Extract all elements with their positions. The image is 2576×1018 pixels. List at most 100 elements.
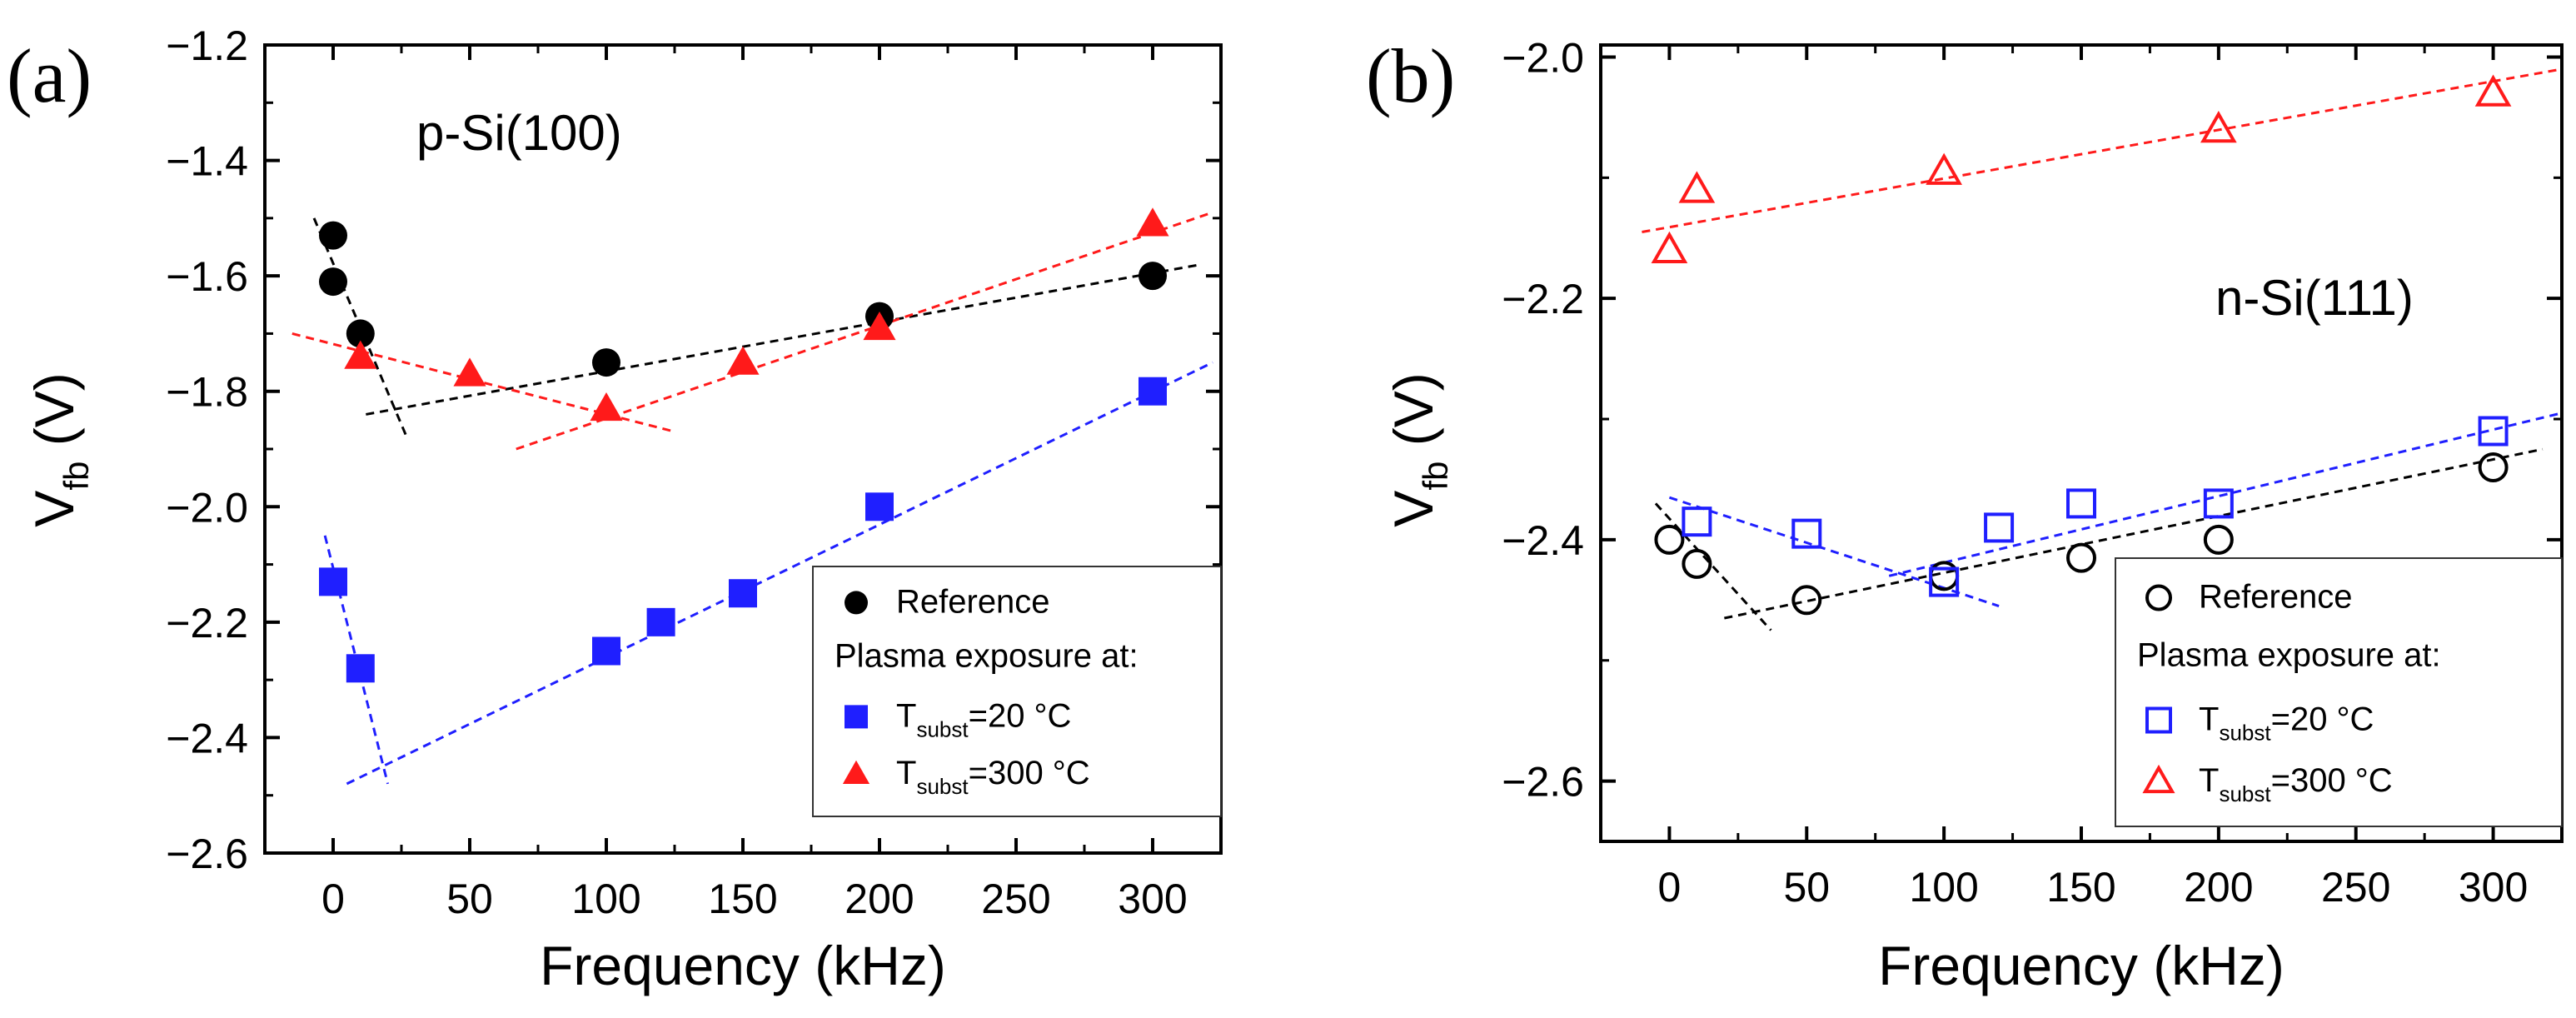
data-point-triangle [453, 357, 486, 387]
legend-marker-t20 [2145, 706, 2172, 734]
data-point-circle [2478, 452, 2509, 482]
y-axis-label-unit: (V) [23, 372, 85, 461]
legend-label-t20: Tsubst=20 °C [896, 697, 1071, 741]
panel-b: 0 50 100 150 200 250 300 −2.6 −2.4 −2.2 −2.0 Freque… [1366, 33, 2564, 996]
y-axis-label-sub: fb [1416, 462, 1455, 491]
y-axis-label-sub: fb [57, 462, 96, 491]
x-tick-label: 150 [708, 876, 777, 922]
data-point-circle [346, 319, 375, 348]
legend-label-t20: Tsubst=20 °C [2199, 701, 2374, 746]
y-tick-label: −2.2 [1502, 276, 1584, 322]
fit-line [1642, 67, 2563, 233]
x-tick-label: 300 [2459, 864, 2528, 911]
data-point-square [865, 492, 894, 521]
y-tick-label: −1.8 [166, 369, 248, 416]
y-tick-label: −1.6 [166, 253, 248, 300]
data-point-square [1139, 377, 1167, 406]
legend-t-value: =20 °C [969, 697, 1072, 734]
legend-label-reference: Reference [896, 583, 1050, 620]
data-point-circle [592, 348, 620, 377]
y-tick-label: −2.6 [1502, 759, 1584, 806]
fit-line [1888, 412, 2563, 577]
y-axis-label: Vfb (V) [1383, 372, 1455, 526]
y-tick-label: −1.2 [166, 22, 248, 69]
legend-marker-reference [2145, 584, 2172, 611]
legend-t-prefix: T [2199, 701, 2219, 738]
panel-label: (a) [7, 33, 92, 118]
sample-annotation: p-Si(100) [416, 105, 622, 161]
x-tick-label: 250 [2321, 864, 2390, 911]
x-tick-label: 50 [446, 876, 493, 922]
data-point-triangle [590, 392, 623, 422]
data-point-triangle [1678, 171, 1716, 203]
y-tick-label: −2.4 [1502, 517, 1584, 564]
data-point-triangle [1926, 152, 1962, 185]
x-tick-label: 150 [2046, 864, 2115, 911]
legend-heading: Plasma exposure at: [2137, 637, 2441, 674]
legend-t-sub: subst [916, 774, 969, 799]
x-tick-label: 200 [2184, 864, 2253, 911]
x-tick-label: 0 [1658, 864, 1682, 911]
y-axis-label-main: V [1383, 491, 1444, 527]
data-point-square [1682, 507, 1712, 537]
data-point-square [2066, 488, 2096, 519]
y-axis-label-unit: (V) [1383, 372, 1444, 461]
legend-t-sub: subst [916, 716, 969, 741]
data-point-square [2203, 488, 2234, 519]
legend-box [812, 566, 1222, 817]
fit-line [1654, 502, 1772, 631]
y-axis-label: Vfb (V) [23, 372, 96, 526]
legend-box [2115, 557, 2563, 827]
data-point-triangle [726, 346, 760, 375]
data-point-square [2478, 416, 2509, 447]
x-tick-label: 100 [1909, 864, 1978, 911]
data-point-square [346, 654, 375, 683]
data-point-square [1984, 512, 2015, 543]
data-point-circle [2203, 524, 2234, 555]
data-point-square [592, 636, 620, 666]
data-point-circle [319, 267, 347, 297]
y-tick-label: −2.0 [1502, 34, 1584, 81]
legend-t-prefix: T [896, 755, 916, 791]
x-axis-label: Frequency (kHz) [1878, 935, 2285, 996]
fit-line [1724, 447, 2544, 620]
panel-label: (b) [1366, 33, 1455, 118]
data-point-square [646, 607, 675, 636]
data-point-triangle [1136, 207, 1169, 237]
legend-t-value: =20 °C [2271, 701, 2374, 738]
data-point-square [319, 567, 347, 596]
x-tick-label: 100 [571, 876, 640, 922]
legend-t-sub: subst [2219, 781, 2271, 806]
data-point-triangle [2474, 74, 2512, 107]
data-point-square [1791, 518, 1822, 549]
data-point-triangle [863, 311, 896, 341]
legend-t-prefix: T [896, 697, 916, 734]
legend-t-value: =300 °C [969, 755, 1090, 791]
data-point-square [1929, 566, 1960, 597]
y-tick-label: −2.4 [166, 715, 248, 761]
legend-marker-t20 [845, 705, 868, 729]
y-tick-label: −1.4 [166, 138, 248, 185]
fit-line [516, 211, 1213, 451]
legend-t-value: =300 °C [2271, 762, 2393, 799]
data-point-triangle [2200, 110, 2237, 143]
data-point-circle [319, 221, 347, 250]
y-axis-label-main: V [23, 491, 85, 527]
x-tick-label: 300 [1118, 876, 1187, 922]
y-tick-label: −2.2 [166, 600, 248, 646]
data-point-circle [1682, 548, 1712, 579]
data-point-circle [1791, 585, 1822, 616]
legend-t-prefix: T [2199, 762, 2219, 799]
data-point-circle [1654, 524, 1685, 555]
legend-t-sub: subst [2219, 721, 2271, 746]
panel-a: 0 50 100 150 200 250 300 −2.6 −2.4 −2.2 −2.0 −1.8 −1… [7, 22, 1223, 996]
y-tick-label: −2.6 [166, 831, 248, 877]
legend-marker-t300 [2142, 764, 2175, 794]
legend-heading: Plasma exposure at: [835, 638, 1139, 675]
y-tick-label: −2.0 [166, 484, 248, 531]
x-tick-label: 0 [321, 876, 345, 922]
fit-line [366, 262, 1203, 416]
legend-label-reference: Reference [2199, 579, 2353, 616]
data-point-square [729, 579, 757, 608]
